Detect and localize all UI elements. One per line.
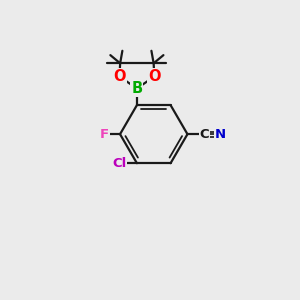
Text: B: B [131, 81, 142, 96]
Text: C: C [200, 128, 209, 141]
Text: O: O [113, 69, 126, 84]
Text: F: F [100, 128, 109, 141]
Text: O: O [148, 69, 160, 84]
Text: Cl: Cl [112, 157, 127, 170]
Text: N: N [214, 128, 226, 141]
